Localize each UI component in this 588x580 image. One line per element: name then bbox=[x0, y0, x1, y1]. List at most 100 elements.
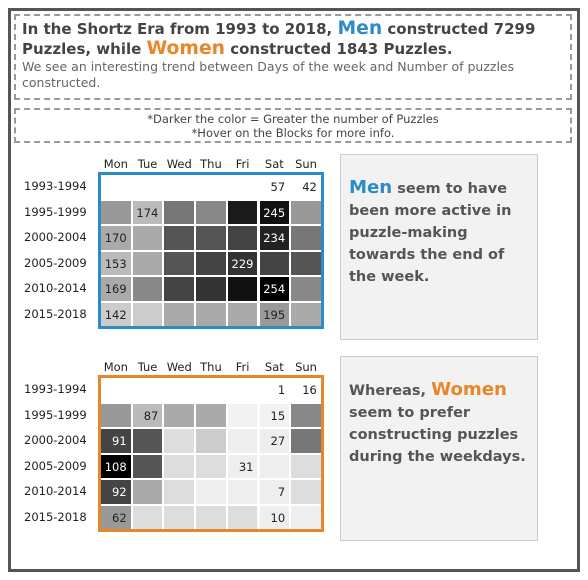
highlight: Women bbox=[146, 38, 226, 59]
heat-cell bbox=[163, 276, 196, 302]
row-label: 2010-2014 bbox=[24, 484, 87, 498]
heat-cell bbox=[163, 428, 196, 454]
heat-cell bbox=[163, 199, 196, 225]
heat-cell bbox=[163, 479, 196, 505]
heat-cell bbox=[131, 428, 164, 454]
heat-cell bbox=[195, 174, 227, 200]
heat-cell bbox=[163, 453, 196, 479]
heat-cell bbox=[195, 276, 227, 302]
heat-cell: 229 bbox=[226, 250, 259, 276]
heat-cell bbox=[226, 225, 259, 251]
column-label: Tue bbox=[137, 157, 158, 171]
heat-cell: 15 bbox=[258, 402, 291, 428]
heat-cell bbox=[290, 402, 322, 428]
caption: Whereas, Women seem to prefer constructi… bbox=[340, 356, 538, 541]
heat-cell: 254 bbox=[258, 276, 291, 302]
note-line: *Darker the color = Greater the number o… bbox=[147, 112, 439, 126]
column-label: Fri bbox=[235, 360, 250, 374]
column-label: Tue bbox=[137, 360, 158, 374]
heatmap-border bbox=[98, 375, 324, 532]
heat-cell bbox=[131, 377, 164, 403]
heat-cell bbox=[163, 377, 196, 403]
heat-cell bbox=[226, 504, 259, 530]
row-label: 1995-1999 bbox=[24, 204, 87, 219]
row-label: 1995-1999 bbox=[24, 407, 87, 422]
heat-cell bbox=[163, 402, 196, 428]
row-label: 2000-2004 bbox=[24, 230, 87, 244]
heat-cell bbox=[163, 250, 196, 276]
row-label: 2015-2018 bbox=[24, 306, 87, 321]
frame bbox=[8, 8, 580, 572]
heat-cell: 16 bbox=[290, 377, 322, 403]
heat-cell bbox=[258, 250, 291, 276]
heat-cell bbox=[195, 402, 227, 428]
heat-cell bbox=[195, 250, 227, 276]
heat-cell: 142 bbox=[100, 301, 132, 327]
text-segment: seem to have been more active in puzzle-… bbox=[349, 181, 512, 285]
heat-cell: 245 bbox=[258, 199, 291, 225]
heat-cell bbox=[100, 402, 132, 428]
highlight: Men bbox=[337, 18, 383, 39]
heat-cell bbox=[131, 504, 164, 530]
heat-cell bbox=[195, 453, 227, 479]
row-label: 2005-2009 bbox=[24, 255, 87, 270]
heat-cell bbox=[131, 174, 164, 200]
heat-cell bbox=[131, 225, 164, 251]
heat-cell bbox=[290, 428, 322, 454]
text-segment: constructed 1843 Puzzles. bbox=[225, 40, 453, 58]
heat-cell bbox=[226, 199, 259, 225]
column-label: Thu bbox=[200, 360, 222, 374]
heat-cell: 7 bbox=[258, 479, 291, 505]
text-segment: constructed 7299 Puzzles, while bbox=[22, 20, 536, 58]
caption: Men seem to have been more active in puz… bbox=[340, 154, 538, 340]
heat-cell: 234 bbox=[258, 225, 291, 251]
text-segment: Whereas, bbox=[349, 383, 432, 399]
column-label: Wed bbox=[166, 157, 192, 171]
row-label: 2010-2014 bbox=[24, 281, 87, 295]
column-label: Thu bbox=[200, 157, 222, 171]
row-label: 1993-1994 bbox=[24, 382, 87, 396]
row-label: 2015-2018 bbox=[24, 509, 87, 524]
text-segment: seem to prefer constructing puzzles duri… bbox=[349, 405, 526, 465]
heat-cell bbox=[226, 428, 259, 454]
heat-cell: 1 bbox=[258, 377, 291, 403]
heat-cell: 31 bbox=[226, 453, 259, 479]
header: In the Shortz Era from 1993 to 2018, Men… bbox=[14, 14, 572, 100]
column-label: Mon bbox=[103, 157, 128, 171]
heat-cell: 174 bbox=[131, 199, 164, 225]
heat-cell bbox=[258, 453, 291, 479]
heat-cell bbox=[195, 377, 227, 403]
heat-cell: 27 bbox=[258, 428, 291, 454]
heat-cell bbox=[131, 250, 164, 276]
heat-cell bbox=[290, 453, 322, 479]
heat-cell bbox=[226, 276, 259, 302]
row-label: 2005-2009 bbox=[24, 458, 87, 473]
heat-cell bbox=[195, 428, 227, 454]
heat-cell: 195 bbox=[258, 301, 291, 327]
heat-cell: 91 bbox=[100, 428, 132, 454]
heat-cell bbox=[290, 276, 322, 302]
text-segment: In the Shortz Era from 1993 to 2018, bbox=[22, 20, 338, 38]
heat-cell bbox=[131, 301, 164, 327]
column-label: Wed bbox=[166, 360, 192, 374]
heat-cell bbox=[226, 402, 259, 428]
column-label: Fri bbox=[235, 157, 250, 171]
row-label: 1993-1994 bbox=[24, 179, 87, 193]
column-label: Sun bbox=[295, 360, 317, 374]
heat-cell bbox=[226, 479, 259, 505]
heat-cell bbox=[195, 199, 227, 225]
heat-cell: 170 bbox=[100, 225, 132, 251]
heat-cell bbox=[195, 225, 227, 251]
heatmap-border bbox=[98, 172, 324, 329]
heat-cell bbox=[163, 504, 196, 530]
heat-cell bbox=[290, 479, 322, 505]
column-label: Mon bbox=[103, 360, 128, 374]
heat-cell bbox=[290, 225, 322, 251]
column-label: Sat bbox=[264, 360, 284, 374]
highlight: Women bbox=[431, 379, 507, 400]
highlight: Men bbox=[349, 177, 393, 198]
heat-cell bbox=[131, 276, 164, 302]
note: *Darker the color = Greater the number o… bbox=[14, 108, 572, 143]
column-label: Sat bbox=[264, 157, 284, 171]
